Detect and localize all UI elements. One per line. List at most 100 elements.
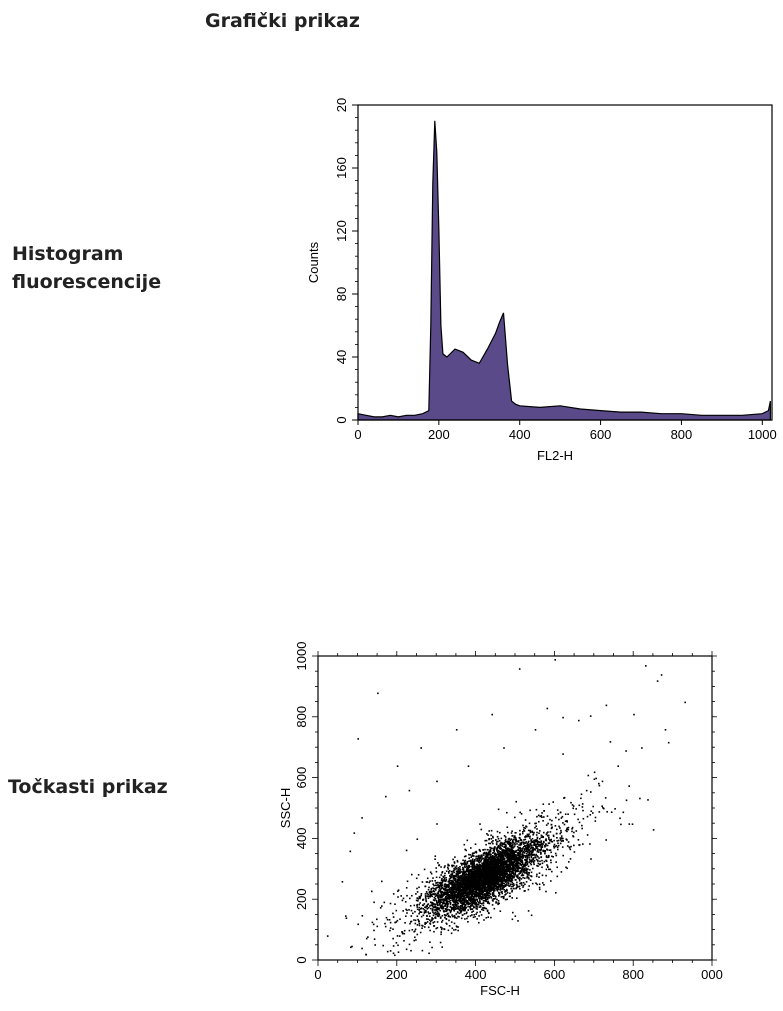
scatter-point — [457, 884, 460, 886]
scatter-point — [454, 908, 457, 910]
scatter-point — [517, 859, 520, 862]
scatter-point — [418, 896, 421, 899]
scatter-point — [486, 871, 489, 874]
scatter-point — [598, 784, 601, 787]
scatter-point — [527, 835, 530, 838]
scatter-point — [496, 869, 498, 872]
scatter-point — [507, 853, 510, 856]
scatter-point — [501, 895, 504, 898]
scatter-point — [523, 830, 526, 832]
scatter-point — [416, 887, 418, 890]
scatter-point — [465, 855, 467, 857]
scatter-point — [515, 849, 518, 852]
scatter-point — [575, 808, 577, 810]
scatter-point — [466, 900, 468, 902]
scatter-point — [396, 935, 399, 937]
scatter-point — [491, 852, 494, 854]
scatter-point — [451, 892, 453, 895]
scatter-point — [453, 869, 456, 871]
scatter-point — [586, 815, 589, 818]
scatter-point — [528, 840, 530, 843]
scatter-point — [445, 884, 447, 887]
scatter-point — [486, 888, 489, 891]
histogram-x-tick-label: 400 — [509, 427, 531, 442]
scatter-point — [462, 862, 465, 865]
scatter-point — [447, 892, 449, 894]
scatter-point — [480, 879, 483, 881]
scatter-point — [522, 886, 524, 888]
scatter-point — [446, 903, 448, 906]
scatter-point — [497, 851, 500, 853]
scatter-point — [509, 860, 511, 862]
scatter-point — [451, 890, 454, 893]
scatter-point — [495, 841, 498, 843]
scatter-point — [506, 826, 509, 828]
scatter-point — [474, 867, 476, 870]
scatter-point — [544, 850, 546, 853]
scatter-point — [482, 909, 485, 912]
scatter-point — [479, 892, 482, 895]
scatter-point — [440, 928, 443, 931]
scatter-point — [522, 864, 525, 867]
scatter-point — [473, 885, 476, 888]
scatter-point — [510, 832, 513, 834]
histogram-x-tick-label: 1000 — [748, 427, 777, 442]
scatter-point — [488, 882, 491, 885]
scatter-point — [438, 882, 441, 884]
scatter-point — [438, 887, 441, 889]
scatter-point — [416, 908, 419, 911]
scatter-point — [458, 885, 460, 887]
scatter-point — [515, 800, 517, 803]
scatter-point — [437, 891, 440, 894]
scatter-point — [431, 919, 433, 922]
scatter-point — [454, 895, 456, 898]
scatter-point — [530, 863, 533, 866]
scatter-point — [494, 871, 496, 873]
histogram-y-tick-label: 0 — [334, 416, 349, 423]
scatter-point — [421, 881, 424, 883]
scatter-point — [469, 854, 472, 856]
scatter-point — [444, 885, 446, 888]
scatter-point — [455, 885, 458, 887]
scatter-point — [468, 875, 471, 878]
scatter-point — [544, 852, 546, 855]
scatter-point — [464, 871, 467, 873]
scatter-point — [518, 886, 520, 888]
scatter-point — [453, 871, 456, 874]
scatter-point — [459, 869, 462, 871]
scatter-point — [560, 837, 563, 840]
scatter-point — [425, 910, 427, 912]
scatter-point — [532, 860, 535, 863]
scatter-point — [484, 907, 487, 910]
scatter-point — [456, 889, 459, 892]
scatter-point — [440, 926, 442, 929]
scatter-point — [482, 877, 485, 880]
scatter-point — [494, 887, 497, 890]
scatter-point — [501, 888, 503, 890]
scatter-point — [559, 842, 562, 845]
scatter-point — [517, 875, 519, 877]
scatter-point — [431, 895, 434, 898]
scatter-point — [350, 946, 352, 949]
scatter-point — [508, 885, 510, 887]
scatter-point — [381, 880, 383, 883]
scatter-point — [490, 868, 493, 871]
scatter-point — [446, 908, 449, 911]
scatter-point — [502, 852, 504, 854]
scatter-point — [549, 849, 552, 851]
scatter-point — [514, 868, 517, 870]
scatter-point — [514, 843, 516, 846]
scatter-point — [541, 862, 544, 865]
scatter-point — [427, 907, 430, 909]
scatter-point — [491, 870, 493, 872]
scatter-point — [522, 824, 524, 827]
scatter-point — [509, 852, 511, 855]
scatter-point — [424, 895, 427, 897]
scatter-point — [497, 886, 500, 889]
scatter-point — [462, 887, 465, 890]
scatter-point — [560, 831, 562, 834]
scatter-point — [441, 872, 443, 874]
scatter-point — [526, 833, 529, 836]
scatter-point — [526, 858, 528, 861]
scatter-point — [492, 884, 494, 887]
